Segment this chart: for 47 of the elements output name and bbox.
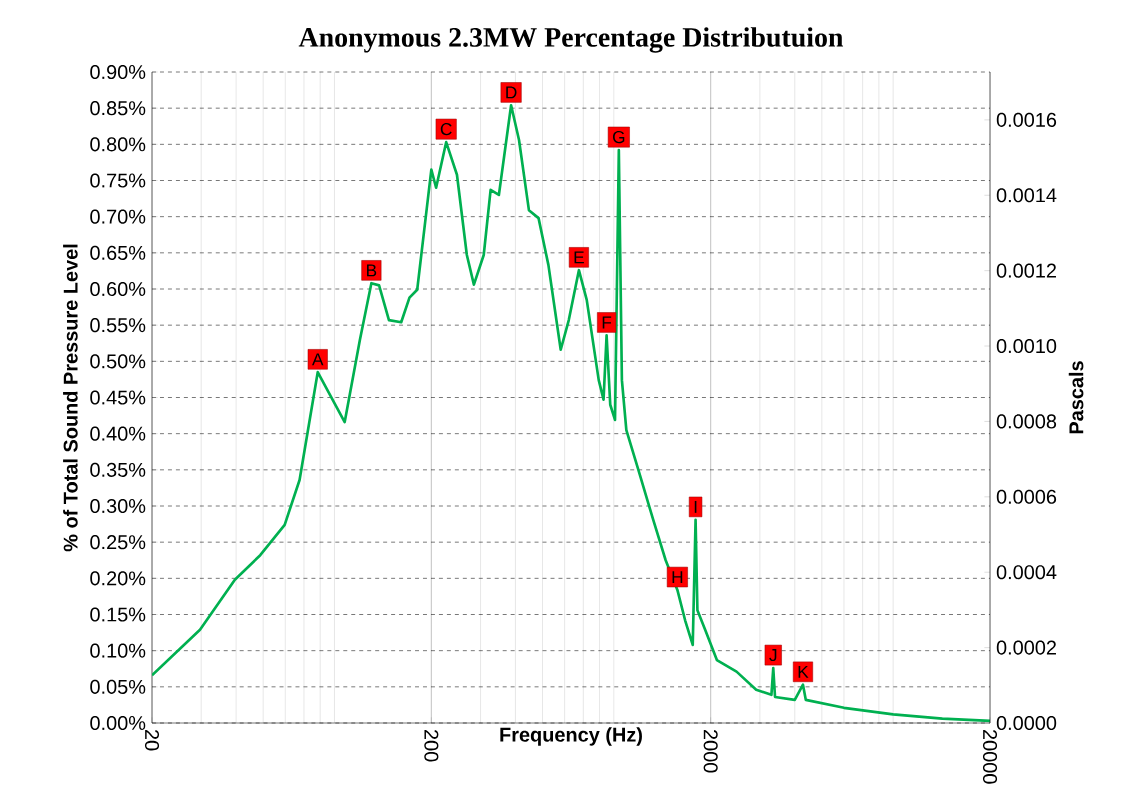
y-tick-label: 0.10%	[90, 643, 146, 658]
annotation: D	[506, 86, 517, 99]
y-tick-label: 0.45%	[90, 390, 146, 405]
annotation: J	[769, 649, 777, 662]
y-tick-label: 0.75%	[90, 173, 146, 188]
annotation: B	[367, 264, 377, 277]
annotation: E	[574, 251, 584, 264]
y-tick-label: 0.50%	[90, 354, 146, 369]
x-tick-label: 20000	[982, 730, 998, 784]
x-tick-label: 20	[144, 730, 160, 751]
y-tick-label: 0.00%	[90, 715, 146, 731]
annotation: H	[672, 571, 683, 583]
y-tick-label: 0.35%	[90, 462, 146, 477]
annotation: I	[694, 500, 697, 513]
y-tick-label: 0.70%	[90, 209, 146, 224]
y-tick-label: 0.15%	[90, 607, 146, 622]
y-tick-label: 0.85%	[90, 101, 146, 116]
y-tick-label: 0.40%	[90, 426, 146, 441]
y2-tick-label: 0.0002	[996, 640, 1056, 655]
y2-tick-label: 0.0004	[996, 565, 1057, 580]
y2-tick-label: 0.0006	[996, 489, 1057, 504]
y-tick-label: 0.30%	[90, 498, 146, 514]
x-tick-label: 200	[424, 730, 439, 762]
y-tick-label: 0.90%	[90, 64, 146, 80]
y-tick-label: 0.20%	[90, 571, 146, 586]
y2-tick-label: 0.0012	[996, 263, 1056, 278]
chart-title: Anonymous 2.3MW Percentage Distributuion	[298, 27, 844, 53]
annotation: K	[798, 665, 809, 678]
annotation: F	[602, 316, 612, 329]
y-tick-label: 0.55%	[90, 318, 146, 333]
y2-tick-label: 0.0014	[996, 188, 1057, 203]
y-axis-title: % of Total Sound Pressure Level	[63, 244, 78, 552]
x-tick-label: 2000	[703, 730, 718, 773]
y-tick-label: 0.05%	[90, 679, 146, 694]
annotation: G	[612, 130, 625, 144]
y-tick-label: 0.65%	[90, 245, 146, 260]
y2-tick-label: 0.0016	[996, 112, 1057, 127]
annotation: C	[440, 123, 452, 136]
x-axis-title: Frequency (Hz)	[500, 727, 642, 746]
annotation: A	[312, 353, 324, 366]
y-tick-label: 0.80%	[90, 137, 146, 152]
y-tick-label: 0.60%	[90, 281, 146, 297]
y-tick-label: 0.25%	[90, 535, 146, 550]
y2-tick-label: 0.0000	[996, 715, 1057, 731]
y2-tick-label: 0.0008	[996, 414, 1057, 429]
y2-axis-title: Pascals	[1068, 361, 1084, 434]
y2-tick-label: 0.0010	[996, 338, 1057, 354]
